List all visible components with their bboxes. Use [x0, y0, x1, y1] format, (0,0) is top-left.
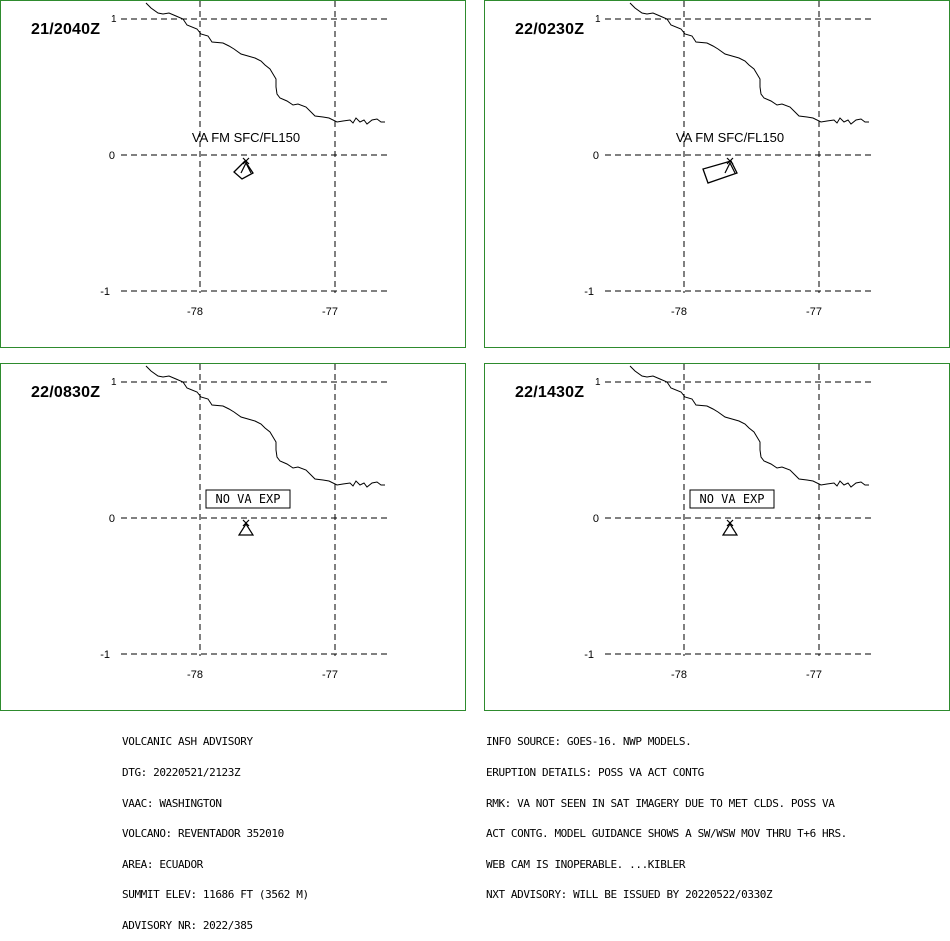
longitude-label: -77	[322, 669, 338, 681]
latitude-label: -1	[584, 286, 594, 298]
longitude-label: -78	[671, 669, 687, 681]
ash-cloud-polygon	[702, 160, 738, 184]
forecast-panel-1430z: 1 0 -1 -78 -77 NO VA EXP 22/1430Z	[484, 363, 950, 711]
forecast-panel-0230z: 1 0 -1 -78 -77 VA FM SFC/FL150 22/0230Z	[484, 0, 950, 348]
latitude-label: 1	[595, 14, 601, 25]
latitude-label: -1	[584, 649, 594, 661]
advisory-line: ACT CONTG. MODEL GUIDANCE SHOWS A SW/WSW…	[486, 827, 847, 841]
advisory-text-right: INFO SOURCE: GOES-16. NWP MODELS. ERUPTI…	[486, 717, 847, 911]
forecast-timestamp: 22/0830Z	[31, 384, 101, 401]
svg-text:NO VA EXP: NO VA EXP	[699, 492, 764, 506]
longitude-label: -77	[806, 306, 822, 318]
map-canvas: 1 0 -1 -78 -77 VA FM SFC/FL150	[100, 1, 389, 318]
forecast-panel-2040z: 1 0 -1 -78 -77 VA FM SFC/FL150 21/2040Z	[0, 0, 466, 348]
ash-cloud-polygon	[233, 159, 254, 180]
latitude-label: -1	[100, 649, 110, 661]
volcano-icon	[721, 519, 739, 536]
latitude-label: 0	[109, 150, 115, 162]
coastline	[145, 2, 385, 125]
latitude-label: 1	[111, 14, 117, 25]
latitude-label: -1	[100, 286, 110, 298]
advisory-line: INFO SOURCE: GOES-16. NWP MODELS.	[486, 735, 692, 749]
ash-height-label: VA FM SFC/FL150	[192, 130, 300, 145]
longitude-label: -77	[806, 669, 822, 681]
longitude-label: -78	[187, 306, 203, 318]
advisory-line: RMK: VA NOT SEEN IN SAT IMAGERY DUE TO M…	[486, 796, 835, 810]
coastline	[629, 365, 869, 488]
advisory-line: AREA: ECUADOR	[122, 857, 203, 871]
volcano-icon	[724, 157, 736, 174]
forecast-timestamp: 22/1430Z	[515, 384, 585, 401]
advisory-line: DTG: 20220521/2123Z	[122, 766, 241, 780]
map-canvas: 1 0 -1 -78 -77 NO VA EXP	[584, 364, 873, 681]
advisory-line: WEB CAM IS INOPERABLE. ...KIBLER	[486, 857, 686, 871]
advisory-line: ERUPTION DETAILS: POSS VA ACT CONTG	[486, 766, 704, 780]
advisory-line: SUMMIT ELEV: 11686 FT (3562 M)	[122, 888, 309, 902]
advisory-line: VOLCANIC ASH ADVISORY	[122, 735, 253, 749]
volcano-icon	[240, 157, 252, 174]
volcano-icon	[237, 519, 255, 536]
advisory-line: VOLCANO: REVENTADOR 352010	[122, 827, 284, 841]
advisory-line: NXT ADVISORY: WILL BE ISSUED BY 20220522…	[486, 888, 773, 902]
advisory-line: ADVISORY NR: 2022/385	[122, 919, 253, 933]
forecast-timestamp: 21/2040Z	[31, 21, 101, 38]
forecast-timestamp: 22/0230Z	[515, 21, 585, 38]
no-ash-expected-box: NO VA EXP	[205, 489, 291, 509]
latitude-label: 0	[593, 513, 599, 525]
latitude-label: 1	[595, 377, 601, 388]
coastline	[145, 365, 385, 488]
advisory-line: VAAC: WASHINGTON	[122, 796, 222, 810]
longitude-label: -78	[187, 669, 203, 681]
map-canvas: 1 0 -1 -78 -77 NO VA EXP	[100, 364, 389, 681]
map-canvas: 1 0 -1 -78 -77 VA FM SFC/FL150	[584, 1, 873, 318]
forecast-panel-0830z: 1 0 -1 -78 -77 NO VA EXP 22/0830Z	[0, 363, 466, 711]
latitude-label: 0	[109, 513, 115, 525]
longitude-label: -77	[322, 306, 338, 318]
longitude-label: -78	[671, 306, 687, 318]
svg-text:NO VA EXP: NO VA EXP	[215, 492, 280, 506]
coastline	[629, 2, 869, 125]
advisory-text-left: VOLCANIC ASH ADVISORY DTG: 20220521/2123…	[122, 717, 309, 941]
latitude-label: 1	[111, 377, 117, 388]
ash-height-label: VA FM SFC/FL150	[676, 130, 784, 145]
latitude-label: 0	[593, 150, 599, 162]
no-ash-expected-box: NO VA EXP	[689, 489, 775, 509]
